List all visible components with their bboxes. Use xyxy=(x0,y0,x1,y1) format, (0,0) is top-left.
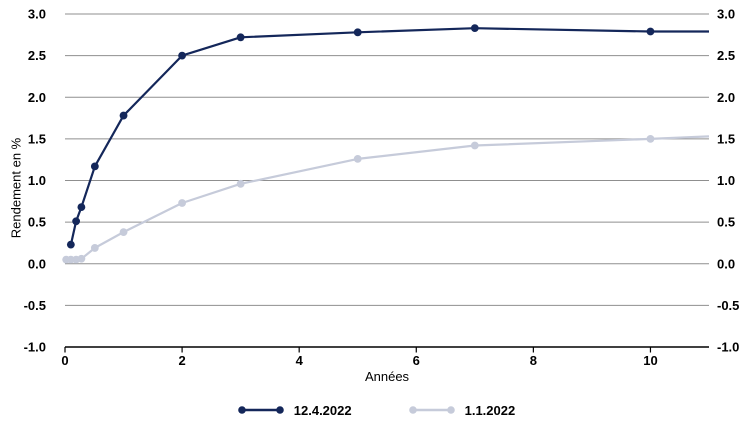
series-line-1.1.2022 xyxy=(66,135,710,261)
legend-item: 1.1.2022 xyxy=(408,402,516,418)
legend-item: 12.4.2022 xyxy=(237,403,352,418)
data-point-marker xyxy=(178,199,186,207)
y-tick-label-left: 1.0 xyxy=(28,173,46,188)
data-point-marker xyxy=(353,28,362,37)
x-axis-title: Années xyxy=(364,369,410,384)
data-point-marker xyxy=(236,179,245,188)
legend-label: 12.4.2022 xyxy=(293,402,352,418)
legend: 12.4.2022 1.1.2022 xyxy=(0,399,752,421)
y-tick-label-right: 1.5 xyxy=(717,131,735,146)
data-point-marker xyxy=(119,228,128,237)
series-line-12.4.2022 xyxy=(69,27,709,245)
y-tick-label-right: -1.0 xyxy=(717,340,739,355)
data-point-marker xyxy=(470,24,479,33)
y-tick-label-left: 2.0 xyxy=(28,90,46,105)
x-tick-label: 2 xyxy=(178,353,185,368)
legend-label: 1.1.2022 xyxy=(464,402,516,418)
y-tick-label-right: 0.5 xyxy=(717,215,735,230)
data-point-marker xyxy=(77,254,86,263)
data-point-marker xyxy=(119,111,128,120)
y-tick-label-left: -1.0 xyxy=(24,340,46,355)
y-tick-label-right: 2.0 xyxy=(717,90,735,105)
x-tick-label: 4 xyxy=(296,353,304,368)
y-tick-label-left: 0.5 xyxy=(28,215,46,230)
y-tick-label-left: 2.5 xyxy=(28,48,46,63)
data-point-marker xyxy=(90,162,99,171)
y-tick-label-left: 0.0 xyxy=(28,256,46,271)
y-tick-label-right: 2.5 xyxy=(717,48,735,63)
data-point-marker xyxy=(470,141,479,150)
x-tick-label: 6 xyxy=(413,353,420,368)
y-tick-label-right: 1.0 xyxy=(717,173,735,188)
data-point-marker xyxy=(66,240,75,249)
x-tick-label: 10 xyxy=(643,353,657,368)
data-point-marker xyxy=(77,203,86,212)
y-tick-label-right: 3.0 xyxy=(717,7,735,22)
x-tick-label: 0 xyxy=(61,353,68,368)
y-tick-label-right: -0.5 xyxy=(717,298,739,313)
data-point-marker xyxy=(353,154,362,163)
y-tick-label-left: 3.0 xyxy=(28,7,46,22)
y-tick-label-left: -0.5 xyxy=(24,298,46,313)
data-point-marker xyxy=(646,134,655,143)
data-point-marker xyxy=(72,217,81,226)
x-tick-label: 8 xyxy=(530,353,537,368)
legend-line-sample xyxy=(408,406,455,414)
y-tick-label-right: 0.0 xyxy=(717,256,735,271)
data-point-marker xyxy=(646,27,655,36)
y-axis-title: Rendement en % xyxy=(8,137,24,239)
legend-line-sample xyxy=(237,406,284,414)
data-point-marker xyxy=(236,33,245,42)
data-point-marker xyxy=(90,244,99,252)
y-tick-label-left: 1.5 xyxy=(28,131,46,146)
data-point-marker xyxy=(178,51,186,60)
